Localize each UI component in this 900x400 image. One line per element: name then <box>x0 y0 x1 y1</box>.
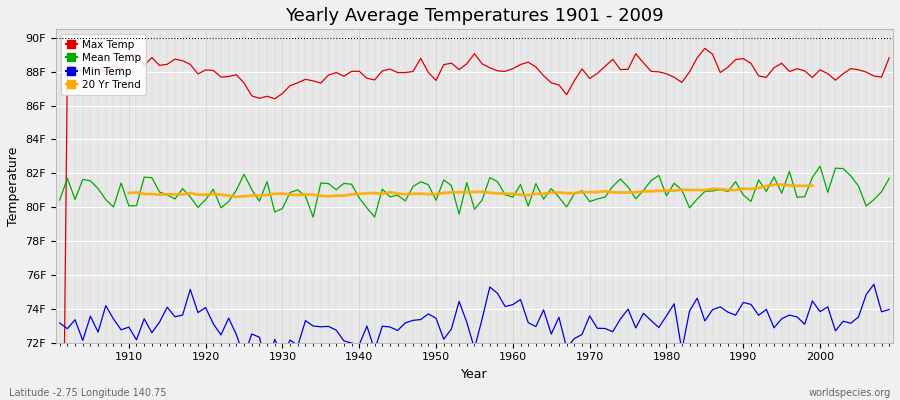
Text: Latitude -2.75 Longitude 140.75: Latitude -2.75 Longitude 140.75 <box>9 388 166 398</box>
Title: Yearly Average Temperatures 1901 - 2009: Yearly Average Temperatures 1901 - 2009 <box>285 7 664 25</box>
Y-axis label: Temperature: Temperature <box>7 146 20 226</box>
Legend: Max Temp, Mean Temp, Min Temp, 20 Yr Trend: Max Temp, Mean Temp, Min Temp, 20 Yr Tre… <box>61 34 146 95</box>
X-axis label: Year: Year <box>461 368 488 381</box>
Text: worldspecies.org: worldspecies.org <box>809 388 891 398</box>
